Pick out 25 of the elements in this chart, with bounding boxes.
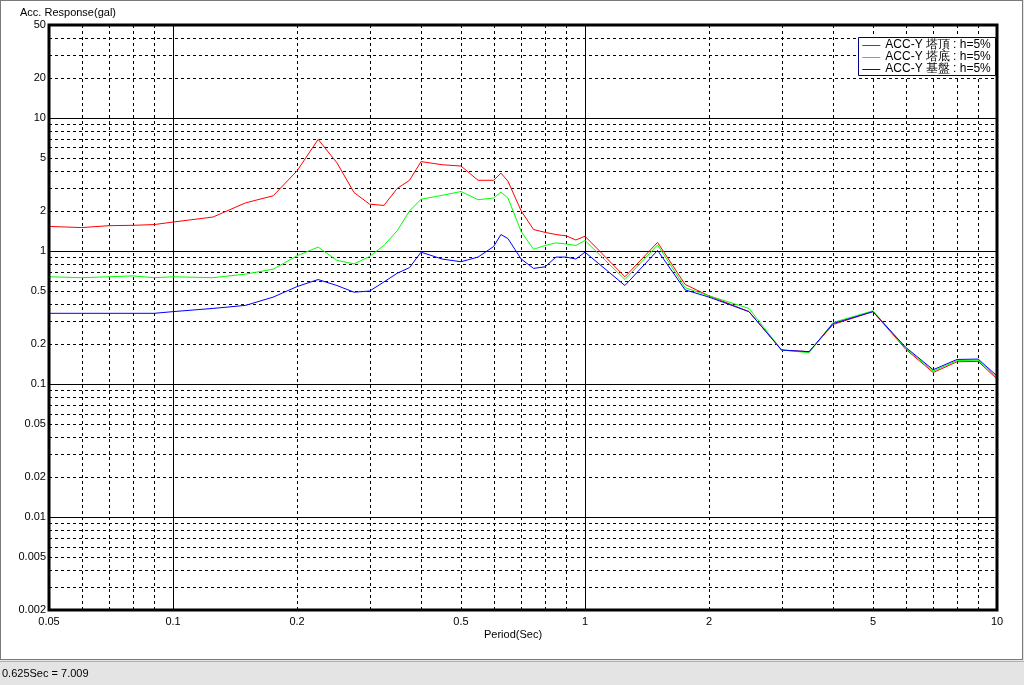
y-tick-label: 20 <box>33 70 46 83</box>
y-tick-label: 0.1 <box>30 377 46 390</box>
x-tick-label: 0.5 <box>453 614 469 627</box>
y-axis-title: Acc. Response(gal) <box>20 6 116 19</box>
y-tick-label: 0.005 <box>18 550 46 563</box>
y-tick-label: 1 <box>39 244 46 257</box>
x-tick-label: 1 <box>581 614 589 627</box>
y-tick-label: 0.2 <box>30 337 46 349</box>
x-tick-label: 10 <box>990 614 1004 627</box>
x-tick-label: 2 <box>705 614 713 627</box>
y-tick-label: 0.002 <box>18 603 46 616</box>
x-axis-title: Period(Sec) <box>483 628 543 641</box>
y-tick-label: 5 <box>39 151 46 164</box>
y-tick-label: 0.02 <box>24 470 46 483</box>
y-tick-label: 50 <box>33 18 46 31</box>
y-tick-label: 10 <box>33 111 46 124</box>
legend-label: ACC-Y 塔頂 : h=5% <box>885 36 992 51</box>
y-tick-label: 0.05 <box>24 417 46 430</box>
x-tick-label: 0.2 <box>289 614 305 627</box>
x-tick-label: 0.1 <box>165 614 181 627</box>
x-tick-label: 5 <box>869 614 877 627</box>
y-tick-label: 2 <box>39 203 46 216</box>
text: 0.625Sec = 7.009 <box>2 667 89 679</box>
y-tick-label: 0.01 <box>24 510 46 523</box>
y-tick-label: 0.5 <box>30 284 46 297</box>
